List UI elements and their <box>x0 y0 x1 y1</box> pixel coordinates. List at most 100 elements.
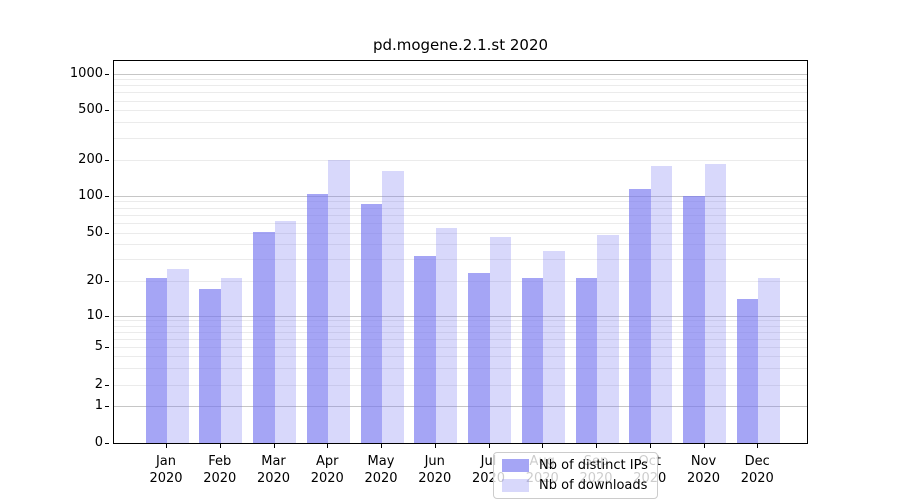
legend: Nb of distinct IPs Nb of downloads <box>493 452 658 499</box>
chart-title: pd.mogene.2.1.st 2020 <box>372 36 549 54</box>
bar-nb-of-distinct-ips-mar-2020 <box>253 231 275 443</box>
gridline-minor-50 <box>114 232 807 234</box>
bar-nb-of-distinct-ips-aug-2020 <box>521 277 544 443</box>
gridline-minor-200 <box>114 159 807 161</box>
gridline-major-1000 <box>114 73 807 75</box>
bar-nb-of-distinct-ips-jan-2020 <box>145 277 167 443</box>
x-tick-mark-nov-2020 <box>703 444 705 448</box>
x-tick-label-mar-2020: Mar 2020 <box>256 454 291 486</box>
bar-nb-of-downloads-jun-2020 <box>435 227 458 443</box>
bar-nb-of-distinct-ips-sep-2020 <box>575 277 597 443</box>
gridline-minor-30 <box>114 259 807 261</box>
bar-nb-of-distinct-ips-may-2020 <box>360 204 382 443</box>
bar-nb-of-downloads-feb-2020 <box>220 277 243 443</box>
y-tick-label-1000: 1000 <box>69 65 103 81</box>
gridline-minor-7 <box>114 331 807 333</box>
bar-nb-of-downloads-mar-2020 <box>274 221 296 443</box>
y-tick-mark-0 <box>105 443 109 444</box>
gridline-minor-500 <box>114 110 807 112</box>
x-tick-label-dec-2020: Dec 2020 <box>740 454 774 486</box>
y-tick-label-20: 20 <box>86 272 103 288</box>
legend-swatch-nb-of-distinct-ips <box>502 459 529 472</box>
gridline-minor-5 <box>114 346 807 348</box>
x-tick-mark-apr-2020 <box>327 444 329 448</box>
bar-nb-of-distinct-ips-jun-2020 <box>414 256 436 443</box>
x-tick-mark-jun-2020 <box>434 444 436 448</box>
y-tick-mark-100 <box>105 195 109 197</box>
bar-nb-of-distinct-ips-feb-2020 <box>199 288 221 443</box>
gridline-minor-600 <box>114 100 807 102</box>
y-tick-mark-2 <box>105 384 109 386</box>
plot-area: Nb of distinct IPs Nb of downloads <box>113 60 808 499</box>
gridline-major-10 <box>114 315 807 317</box>
y-tick-mark-50 <box>105 232 109 234</box>
y-tick-mark-10 <box>105 315 109 317</box>
gridline-minor-2 <box>114 384 807 386</box>
gridline-minor-80 <box>114 207 807 209</box>
x-tick-label-jan-2020: Jan 2020 <box>149 454 183 486</box>
y-tick-label-5: 5 <box>94 338 103 354</box>
gridline-major-1 <box>114 406 807 408</box>
gridline-minor-60 <box>114 222 807 224</box>
gridline-minor-3 <box>114 367 807 369</box>
y-tick-label-0: 0 <box>94 435 103 450</box>
gridline-major-100 <box>114 195 807 197</box>
bar-nb-of-downloads-oct-2020 <box>650 165 673 443</box>
gridline-minor-70 <box>114 214 807 216</box>
bar-nb-of-downloads-nov-2020 <box>704 163 726 443</box>
y-tick-label-1: 1 <box>94 398 103 414</box>
y-tick-label-200: 200 <box>78 151 103 167</box>
bar-nb-of-downloads-sep-2020 <box>597 234 619 443</box>
x-tick-label-jun-2020: Jun 2020 <box>418 454 452 486</box>
x-tick-mark-feb-2020 <box>219 444 221 448</box>
gridline-minor-9 <box>114 320 807 322</box>
x-tick-label-nov-2020: Nov 2020 <box>686 454 721 486</box>
gridline-minor-400 <box>114 122 807 124</box>
x-tick-label-apr-2020: Apr 2020 <box>310 454 344 486</box>
bar-nb-of-distinct-ips-oct-2020 <box>629 189 651 443</box>
y-tick-label-50: 50 <box>86 224 103 240</box>
gridline-minor-6 <box>114 338 807 340</box>
bar-nb-of-downloads-aug-2020 <box>543 251 565 443</box>
gridline-minor-90 <box>114 201 807 203</box>
y-tick-label-2: 2 <box>94 376 103 392</box>
x-tick-mark-dec-2020 <box>757 444 759 448</box>
y-tick-mark-5 <box>105 346 109 348</box>
legend-item-nb-of-distinct-ips: Nb of distinct IPs <box>502 458 649 473</box>
bar-nb-of-downloads-jan-2020 <box>167 268 189 443</box>
legend-label-nb-of-downloads: Nb of downloads <box>539 478 648 493</box>
bar-nb-of-distinct-ips-dec-2020 <box>736 298 759 443</box>
y-tick-mark-500 <box>105 110 109 112</box>
gridline-minor-8 <box>114 325 807 327</box>
y-tick-mark-1000 <box>105 73 109 75</box>
bar-nb-of-distinct-ips-jul-2020 <box>468 273 490 443</box>
x-tick-mark-aug-2020 <box>542 444 544 448</box>
bar-nb-of-distinct-ips-nov-2020 <box>683 195 705 443</box>
gridline-minor-40 <box>114 244 807 246</box>
y-tick-label-100: 100 <box>78 187 103 203</box>
bar-nb-of-downloads-jul-2020 <box>489 237 511 443</box>
y-tick-label-500: 500 <box>78 102 103 118</box>
x-tick-mark-jan-2020 <box>166 444 167 448</box>
x-tick-label-may-2020: May 2020 <box>364 454 398 486</box>
y-tick-mark-200 <box>105 159 109 161</box>
bar-nb-of-distinct-ips-apr-2020 <box>306 194 329 443</box>
legend-item-nb-of-downloads: Nb of downloads <box>502 478 649 493</box>
x-tick-label-feb-2020: Feb 2020 <box>203 454 237 486</box>
bar-nb-of-downloads-dec-2020 <box>758 277 780 443</box>
legend-swatch-nb-of-downloads <box>502 479 529 492</box>
gridline-minor-900 <box>114 79 807 81</box>
legend-label-nb-of-distinct-ips: Nb of distinct IPs <box>539 458 648 473</box>
gridline-minor-800 <box>114 85 807 87</box>
x-tick-mark-oct-2020 <box>649 444 651 448</box>
y-tick-mark-1 <box>105 406 109 408</box>
gridline-minor-20 <box>114 280 807 282</box>
x-tick-mark-may-2020 <box>381 444 382 448</box>
gridline-minor-300 <box>114 137 807 139</box>
gridline-minor-700 <box>114 92 807 94</box>
gridline-minor-4 <box>114 355 807 357</box>
y-tick-label-10: 10 <box>86 307 103 323</box>
y-tick-mark-20 <box>105 280 109 282</box>
bar-nb-of-downloads-apr-2020 <box>328 160 350 443</box>
